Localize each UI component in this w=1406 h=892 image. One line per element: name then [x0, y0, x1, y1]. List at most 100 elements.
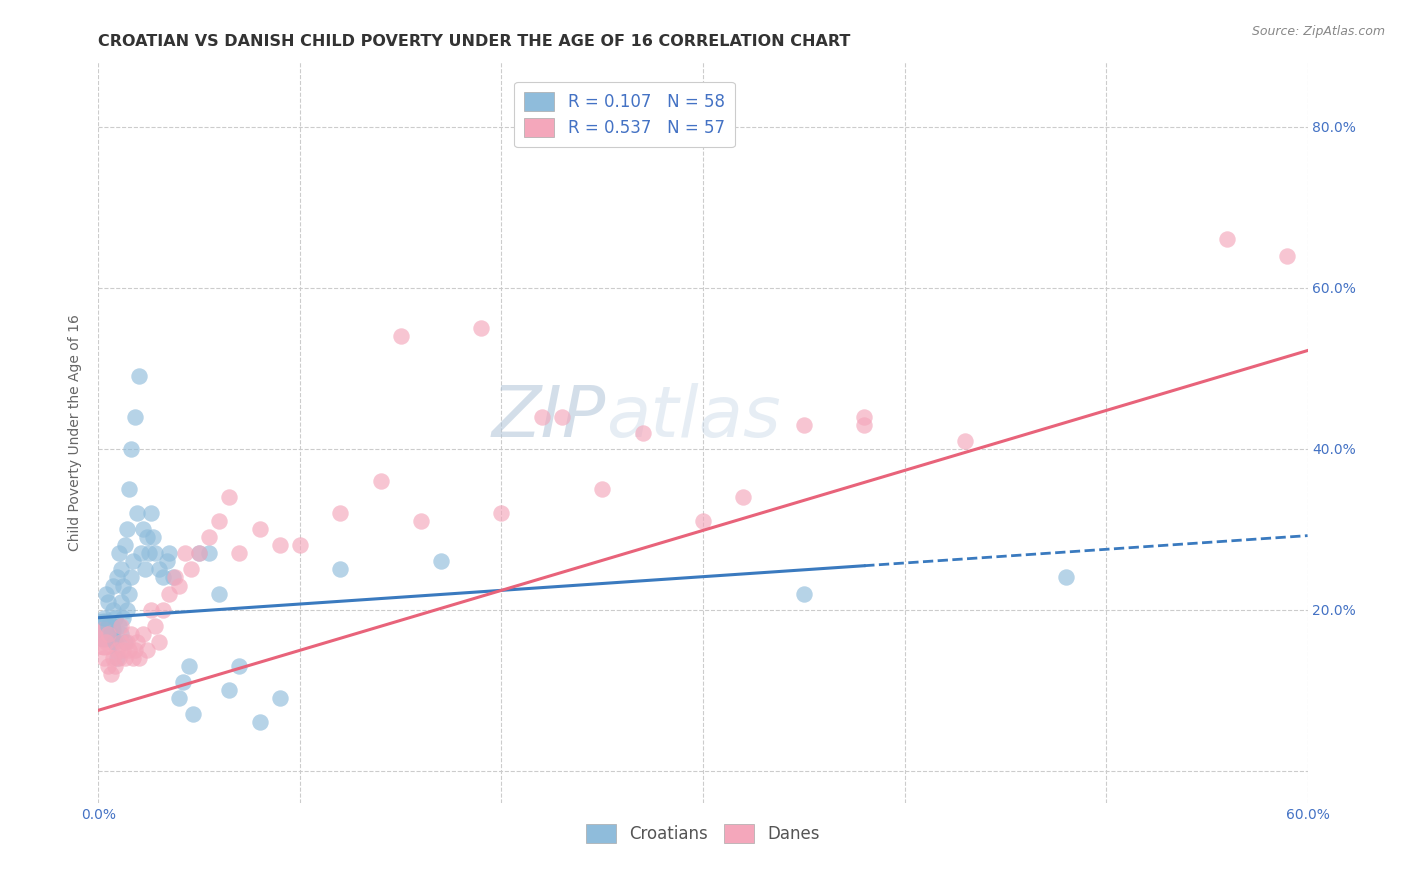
Point — [115, 635, 138, 649]
Point — [129, 546, 152, 560]
Point — [110, 635, 132, 649]
Point — [118, 586, 141, 600]
Point — [148, 635, 170, 649]
Point — [107, 619, 129, 633]
Point — [105, 651, 128, 665]
Point — [1277, 249, 1299, 263]
Point — [93, 623, 115, 637]
Point — [430, 554, 453, 568]
Point — [530, 409, 553, 424]
Point — [143, 546, 166, 560]
Point — [152, 602, 174, 616]
Point — [118, 643, 141, 657]
Point — [853, 417, 876, 432]
Point — [118, 482, 141, 496]
Point — [105, 643, 128, 657]
Point — [491, 506, 513, 520]
Point — [97, 594, 120, 608]
Point — [157, 586, 180, 600]
Point — [470, 321, 492, 335]
Point — [93, 651, 115, 665]
Point — [93, 631, 115, 645]
Point — [124, 643, 146, 657]
Point — [115, 522, 138, 536]
Text: Source: ZipAtlas.com: Source: ZipAtlas.com — [1251, 25, 1385, 38]
Point — [97, 659, 120, 673]
Point — [172, 675, 194, 690]
Point — [218, 683, 240, 698]
Point — [1054, 570, 1077, 584]
Point — [733, 490, 755, 504]
Point — [218, 490, 240, 504]
Point — [208, 514, 231, 528]
Point — [156, 554, 179, 568]
Point — [96, 586, 118, 600]
Point — [125, 635, 148, 649]
Point — [288, 538, 311, 552]
Point — [100, 667, 122, 681]
Point — [148, 562, 170, 576]
Point — [157, 546, 180, 560]
Point — [124, 409, 146, 424]
Point — [111, 578, 134, 592]
Point — [208, 586, 231, 600]
Text: CROATIAN VS DANISH CHILD POVERTY UNDER THE AGE OF 16 CORRELATION CHART: CROATIAN VS DANISH CHILD POVERTY UNDER T… — [98, 34, 851, 49]
Point — [134, 562, 156, 576]
Point — [128, 369, 150, 384]
Point — [120, 570, 142, 584]
Point — [162, 570, 184, 584]
Point — [111, 643, 134, 657]
Point — [853, 409, 876, 424]
Point — [591, 482, 613, 496]
Point — [167, 691, 190, 706]
Point — [103, 610, 125, 624]
Point — [115, 602, 138, 616]
Point — [132, 627, 155, 641]
Point — [269, 691, 291, 706]
Point — [188, 546, 211, 560]
Point — [631, 425, 654, 440]
Point — [110, 594, 132, 608]
Point — [269, 538, 291, 552]
Point — [329, 506, 352, 520]
Point — [389, 329, 412, 343]
Point — [100, 627, 122, 641]
Point — [101, 578, 124, 592]
Point — [97, 627, 120, 641]
Point — [793, 417, 815, 432]
Point — [228, 546, 250, 560]
Point — [692, 514, 714, 528]
Text: atlas: atlas — [606, 384, 780, 452]
Point — [114, 538, 136, 552]
Point — [114, 635, 136, 649]
Point — [143, 619, 166, 633]
Point — [228, 659, 250, 673]
Point — [110, 562, 132, 576]
Point — [107, 546, 129, 560]
Point — [329, 562, 352, 576]
Point — [110, 619, 132, 633]
Point — [167, 578, 190, 592]
Point — [103, 635, 125, 649]
Point — [551, 409, 574, 424]
Point — [101, 651, 124, 665]
Point — [97, 619, 120, 633]
Point — [181, 707, 204, 722]
Point — [120, 442, 142, 456]
Point — [121, 554, 143, 568]
Legend: Croatians, Danes: Croatians, Danes — [579, 817, 827, 850]
Point — [139, 602, 162, 616]
Point — [110, 627, 132, 641]
Point — [249, 715, 271, 730]
Point — [163, 570, 186, 584]
Point — [793, 586, 815, 600]
Point — [180, 562, 202, 576]
Point — [128, 651, 150, 665]
Point — [93, 610, 115, 624]
Point — [953, 434, 976, 448]
Point — [96, 635, 118, 649]
Point — [103, 659, 125, 673]
Point — [188, 546, 211, 560]
Point — [111, 610, 134, 624]
Point — [139, 506, 162, 520]
